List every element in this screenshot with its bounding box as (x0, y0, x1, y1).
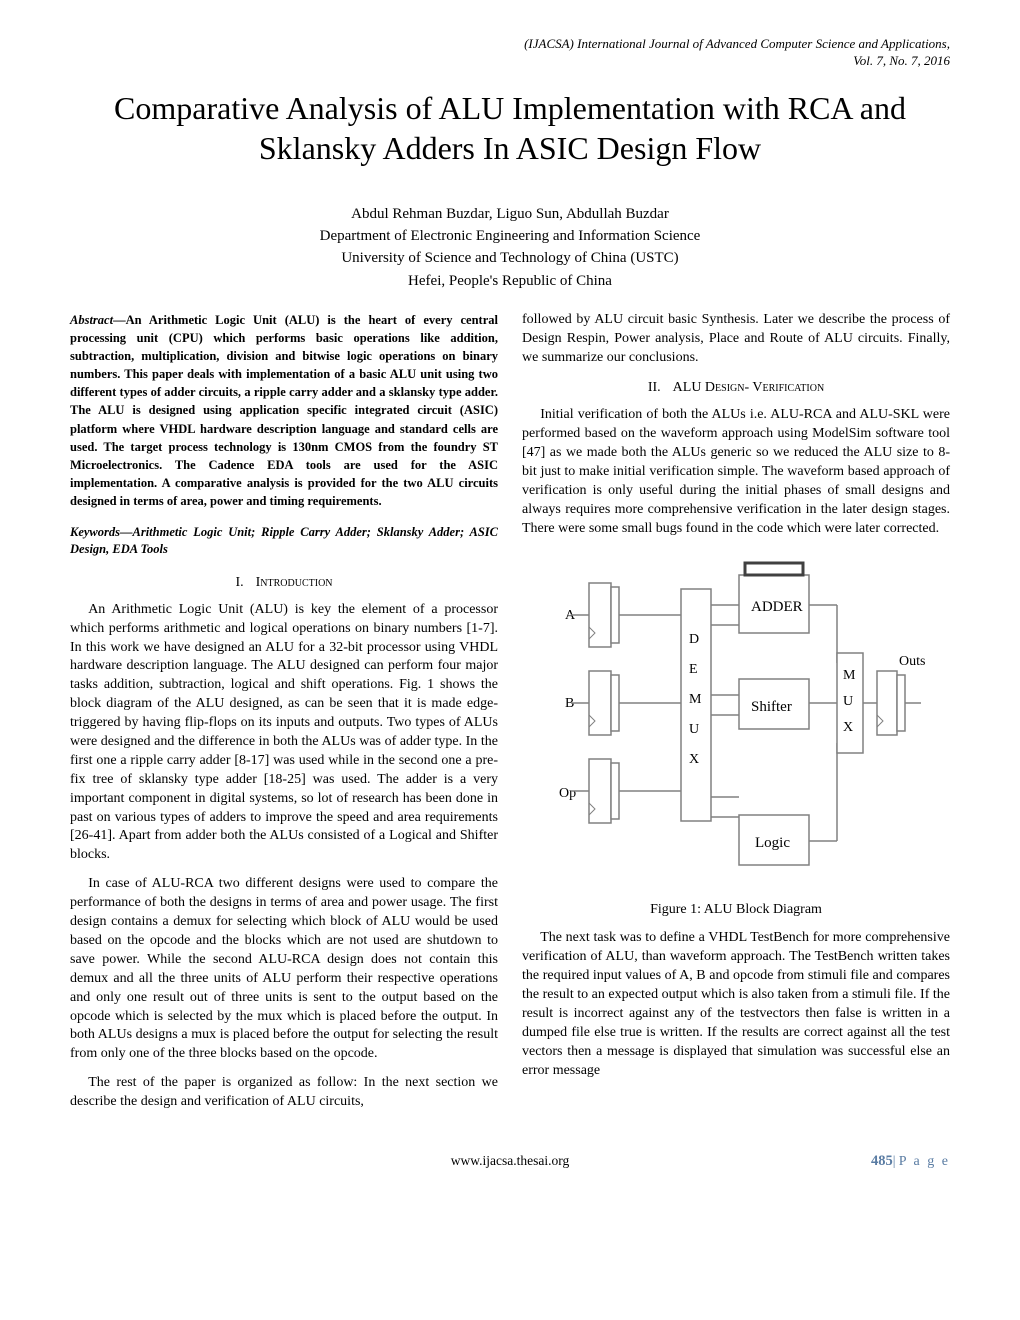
affiliation-dept: Department of Electronic Engineering and… (70, 226, 950, 246)
demux-X: X (689, 752, 699, 767)
journal-header: (IJACSA) International Journal of Advanc… (70, 36, 950, 70)
mux-X: X (843, 720, 853, 735)
label-logic: Logic (755, 835, 790, 851)
alu-block-diagram-svg: A B Op D E M U X (541, 553, 931, 893)
figure-1: A B Op D E M U X (522, 553, 950, 920)
demux-U: U (689, 722, 699, 737)
intro-para-2: In case of ALU-RCA two different designs… (70, 875, 498, 1064)
paper-title: Comparative Analysis of ALU Implementati… (70, 88, 950, 168)
label-adder: ADDER (751, 599, 803, 615)
section-2-heading: II. ALU Design- Verification (522, 379, 950, 398)
footer-page: 485| P a g e (657, 1152, 950, 1172)
affiliation-city: Hefei, People's Republic of China (70, 271, 950, 291)
intro-para-3: The rest of the paper is organized as fo… (70, 1074, 498, 1112)
abstract-label: Abstract (70, 313, 113, 327)
two-column-layout: Abstract—An Arithmetic Logic Unit (ALU) … (70, 311, 950, 1122)
section-2-title: ALU Design- Verification (673, 380, 825, 395)
section-2-num: II. (648, 380, 661, 395)
label-shifter: Shifter (751, 699, 792, 715)
footer-page-sep: | (893, 1153, 896, 1168)
keywords-label: Keywords (70, 525, 120, 539)
journal-line2: Vol. 7, No. 7, 2016 (70, 53, 950, 70)
section-1-title: Introduction (256, 575, 333, 590)
footer-url: www.ijacsa.thesai.org (363, 1152, 656, 1170)
demux-D: D (689, 632, 699, 647)
sec2-para-1: Initial verification of both the ALUs i.… (522, 406, 950, 538)
right-column: followed by ALU circuit basic Synthesis.… (522, 311, 950, 1122)
footer-page-word: P a g e (899, 1154, 950, 1169)
col2-continuation: followed by ALU circuit basic Synthesis.… (522, 311, 950, 368)
abstract-body: —An Arithmetic Logic Unit (ALU) is the h… (70, 313, 498, 508)
section-1-heading: I. Introduction (70, 574, 498, 593)
keywords: Keywords—Arithmetic Logic Unit; Ripple C… (70, 524, 498, 558)
sec2-para-2: The next task was to define a VHDL TestB… (522, 929, 950, 1080)
authors-line: Abdul Rehman Buzdar, Liguo Sun, Abdullah… (70, 204, 950, 224)
figure-1-caption: Figure 1: ALU Block Diagram (522, 901, 950, 920)
label-Op: Op (559, 786, 576, 801)
journal-line1: (IJACSA) International Journal of Advanc… (70, 36, 950, 53)
keywords-body: —Arithmetic Logic Unit; Ripple Carry Add… (70, 525, 498, 556)
demux-M: M (689, 692, 702, 707)
mux-U: U (843, 694, 853, 709)
left-column: Abstract—An Arithmetic Logic Unit (ALU) … (70, 311, 498, 1122)
footer-page-num: 485 (871, 1153, 893, 1169)
intro-para-1: An Arithmetic Logic Unit (ALU) is key th… (70, 601, 498, 865)
mux-M: M (843, 668, 856, 683)
affiliation-univ: University of Science and Technology of … (70, 248, 950, 268)
page-footer: www.ijacsa.thesai.org 485| P a g e (70, 1152, 950, 1172)
abstract: Abstract—An Arithmetic Logic Unit (ALU) … (70, 311, 498, 510)
label-outs: Outs (899, 654, 925, 669)
demux-E: E (689, 662, 698, 677)
section-1-num: I. (235, 575, 243, 590)
